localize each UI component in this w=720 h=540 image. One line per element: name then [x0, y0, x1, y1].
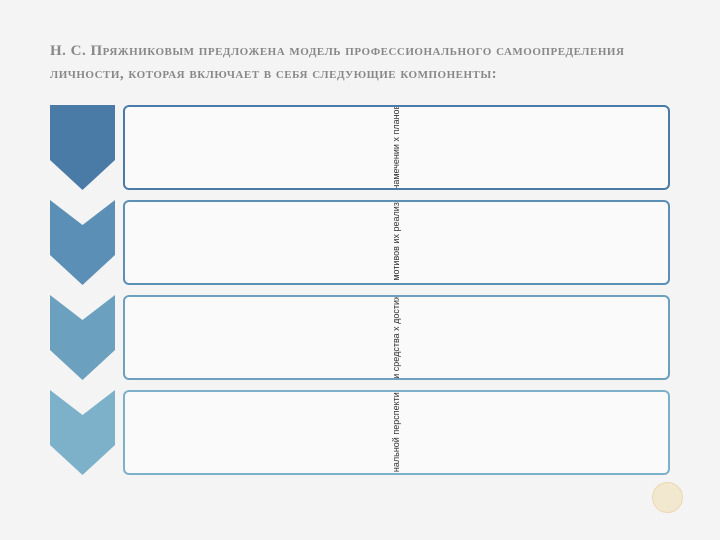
process-row: Определен ие дальних профессио нальных ц… — [50, 200, 670, 285]
process-row: Представл ение о конкретны х путях и сре… — [50, 295, 670, 380]
process-text: Представл ение о конкретны х путях и сре… — [392, 295, 402, 380]
chevron-arrow — [50, 390, 115, 475]
process-text: Начало практичес кой реализаци и личной … — [392, 390, 402, 475]
chevron-shape — [50, 390, 115, 475]
process-box: Представл ение о конкретны х путях и сре… — [123, 295, 670, 380]
chevron-shape — [50, 105, 115, 190]
process-text: прогнозир ситуации экономиче ской и изме… — [392, 105, 402, 190]
chevron-shape — [50, 295, 115, 380]
corner-decoration — [650, 480, 685, 515]
process-text: Определен ие дальних профессио нальных ц… — [392, 200, 402, 285]
chevron-shape — [50, 200, 115, 285]
process-diagram: прогнозир ситуации экономиче ской и изме… — [50, 105, 670, 475]
process-box: прогнозир ситуации экономиче ской и изме… — [123, 105, 670, 190]
process-box: Начало практичес кой реализаци и личной … — [123, 390, 670, 475]
chevron-arrow — [50, 105, 115, 190]
process-row: Начало практичес кой реализаци и личной … — [50, 390, 670, 475]
slide-title: Н. С. Пряжниковым предложена модель проф… — [50, 40, 670, 85]
chevron-arrow — [50, 200, 115, 285]
process-box: Определен ие дальних профессио нальных ц… — [123, 200, 670, 285]
process-row: прогнозир ситуации экономиче ской и изме… — [50, 105, 670, 190]
chevron-arrow — [50, 295, 115, 380]
